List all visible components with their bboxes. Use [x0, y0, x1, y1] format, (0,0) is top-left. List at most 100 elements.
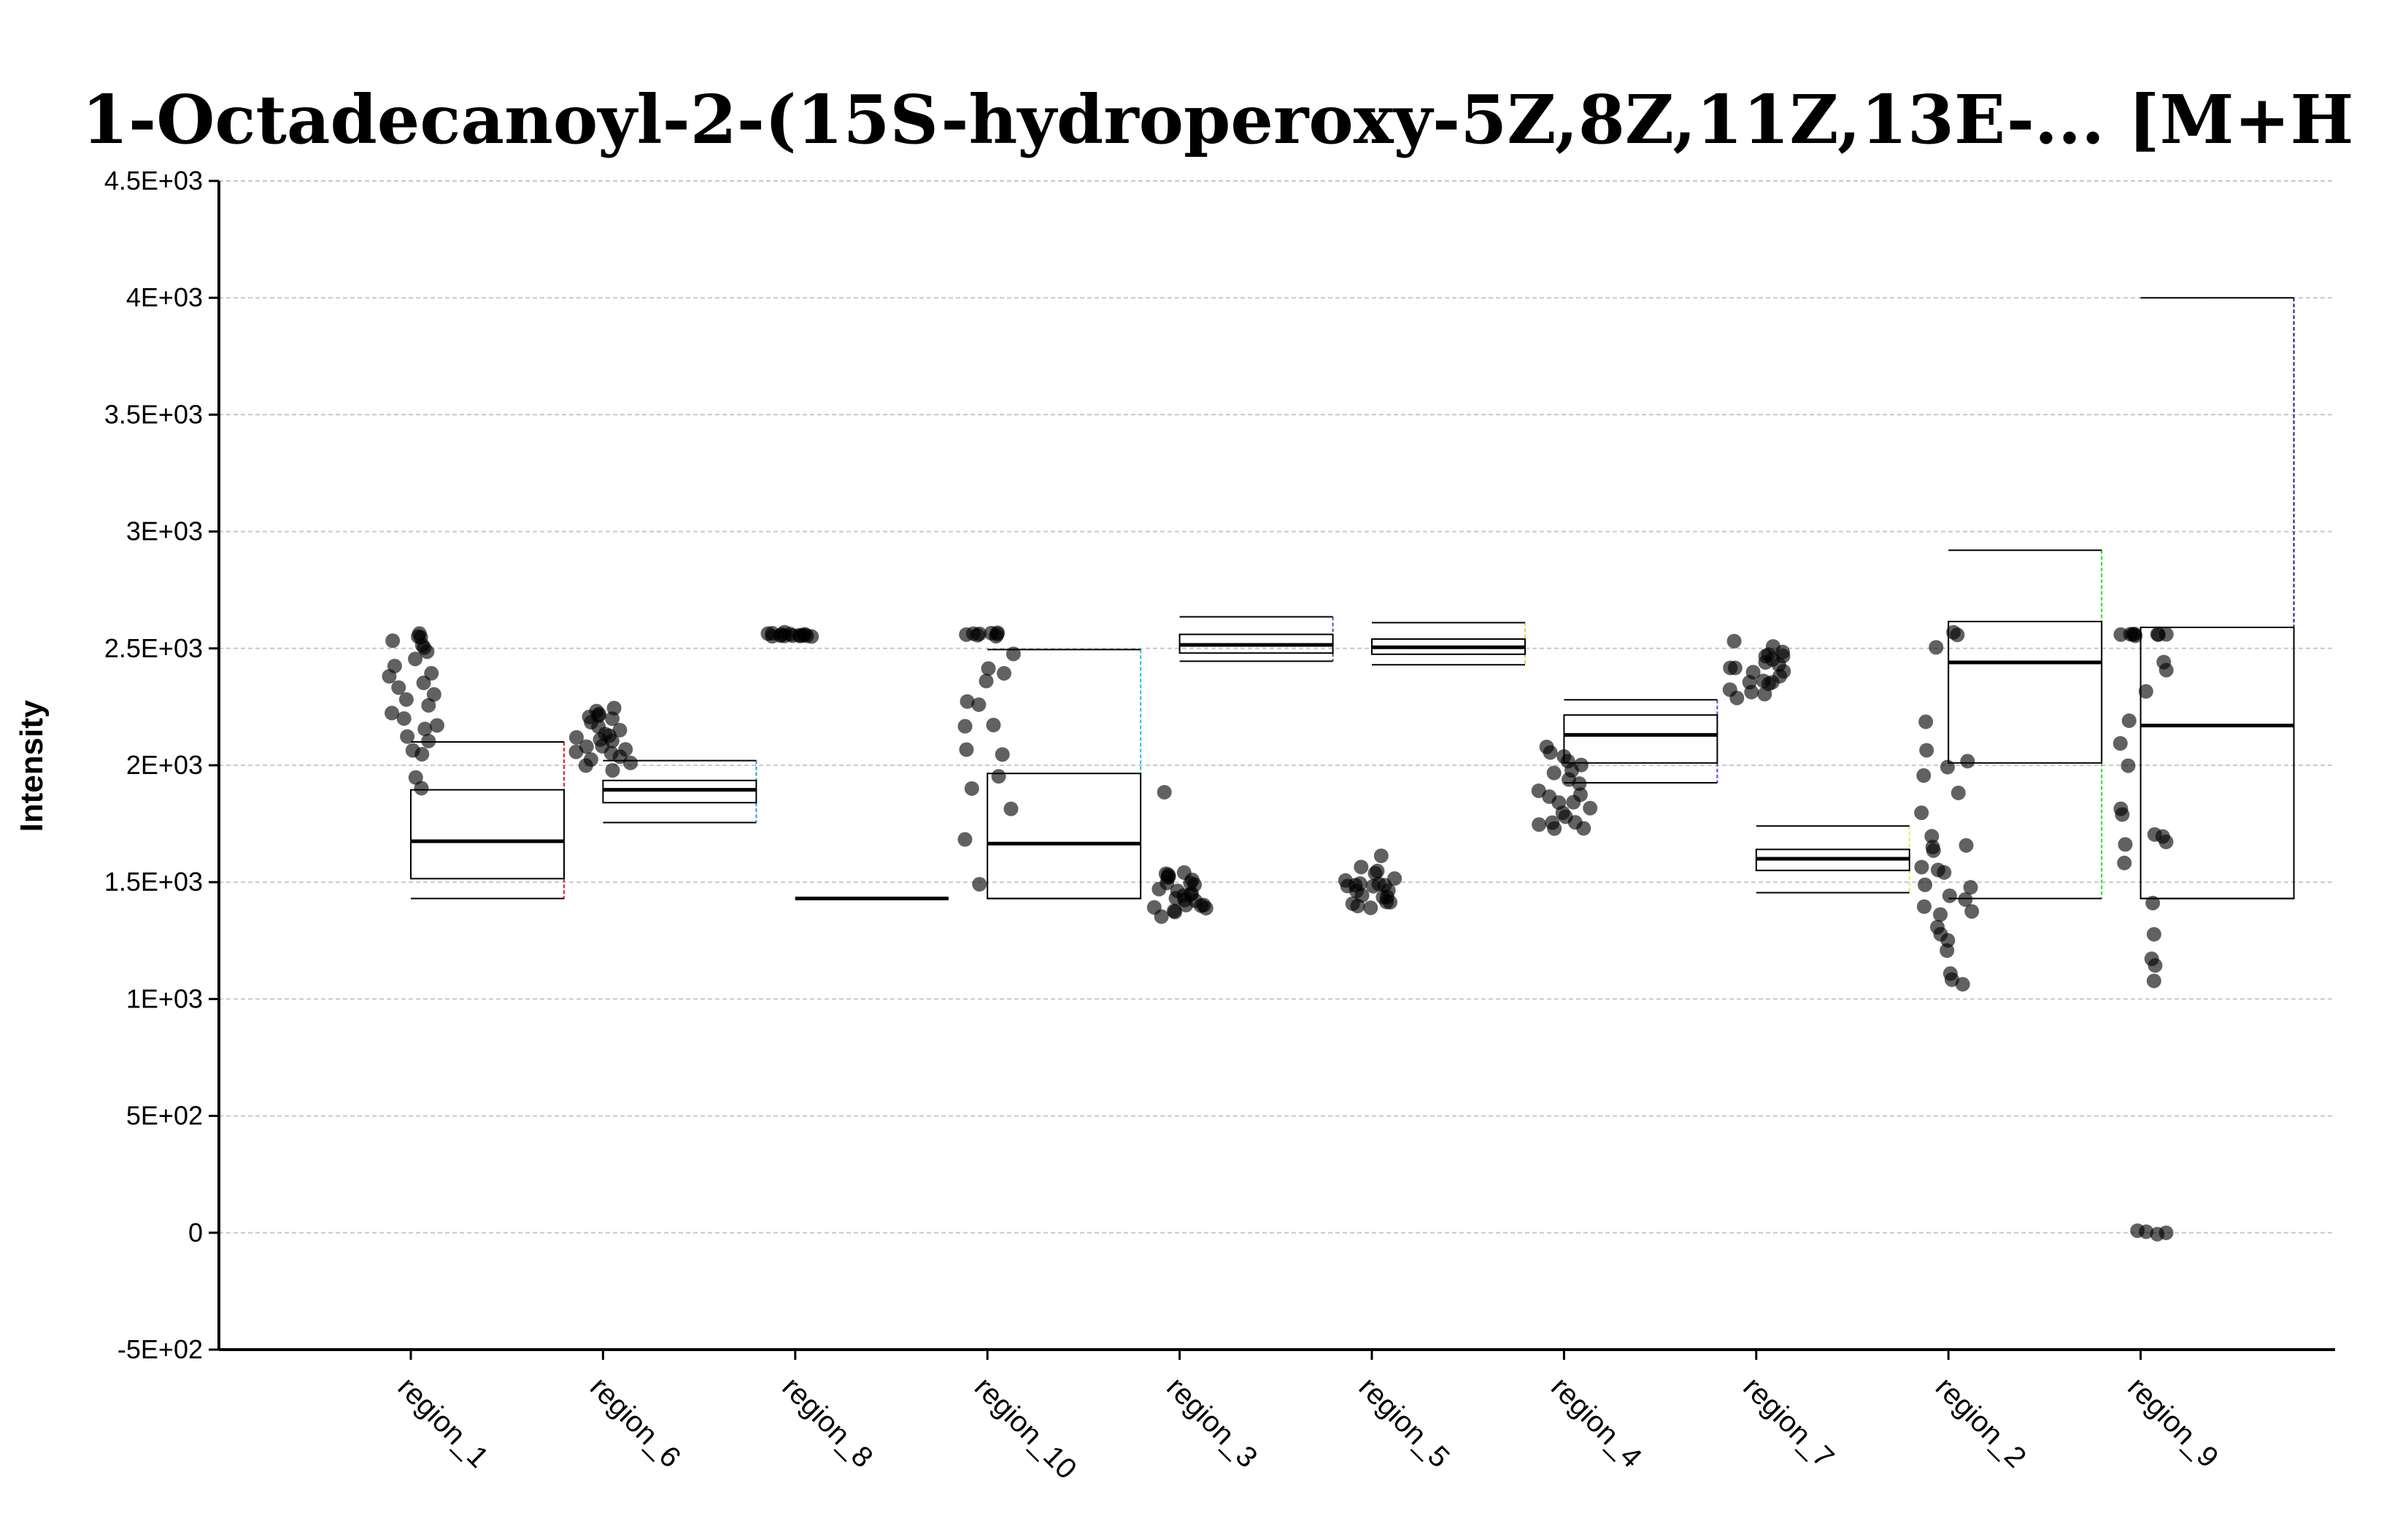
data-point	[605, 711, 620, 727]
data-point	[568, 744, 584, 759]
data-point	[960, 694, 975, 709]
data-point	[959, 627, 974, 642]
data-point	[568, 730, 584, 745]
data-point	[420, 644, 435, 659]
y-tick-label: 2E+03	[126, 750, 203, 780]
box-iqr	[410, 789, 565, 880]
data-point	[1379, 894, 1394, 910]
x-tick-label: region_4	[1545, 1371, 1648, 1474]
data-point	[396, 711, 412, 726]
data-point	[1744, 684, 1759, 700]
y-tick-label: 4E+03	[126, 282, 203, 312]
data-point	[1940, 943, 1955, 958]
data-point	[1198, 900, 1213, 916]
point-layer	[382, 624, 2174, 1242]
data-point	[1006, 646, 1021, 662]
data-point	[964, 781, 979, 796]
data-point	[414, 746, 430, 762]
data-point	[989, 627, 1005, 642]
data-point	[1942, 888, 1957, 903]
data-point	[1566, 794, 1581, 810]
y-tick-label: 5E+02	[126, 1101, 203, 1131]
data-point	[1154, 909, 1169, 924]
data-point	[979, 673, 994, 689]
data-point	[2121, 713, 2137, 728]
data-point	[605, 762, 620, 778]
data-point	[797, 627, 812, 642]
data-point	[1919, 743, 1934, 758]
data-point	[959, 742, 974, 757]
x-tick-label: region_6	[584, 1371, 687, 1474]
data-point	[1161, 867, 1176, 883]
data-point	[417, 721, 433, 737]
data-point	[774, 627, 790, 642]
box-iqr	[1563, 714, 1718, 764]
data-point	[995, 747, 1010, 762]
data-point	[1371, 876, 1386, 891]
data-point	[1547, 821, 1562, 836]
box-iqr	[2139, 626, 2295, 900]
data-point	[1583, 800, 1598, 816]
data-point	[997, 665, 1012, 681]
data-point	[1960, 754, 1975, 769]
data-point	[1937, 864, 1952, 880]
y-tick-label: 3E+03	[126, 517, 203, 546]
data-point	[1546, 765, 1562, 781]
x-tick-label: region_9	[2121, 1371, 2224, 1474]
data-point	[1726, 633, 1742, 649]
data-point	[2130, 1223, 2145, 1238]
data-point	[408, 651, 423, 667]
data-point	[760, 626, 776, 641]
data-point	[2138, 684, 2153, 699]
y-tick-label: 1.5E+03	[104, 867, 203, 897]
data-point	[2147, 958, 2163, 973]
x-tick-label: region_8	[776, 1371, 879, 1474]
data-point	[382, 669, 397, 684]
data-point	[1963, 880, 1978, 895]
data-point	[1727, 660, 1743, 676]
data-point	[986, 717, 1001, 732]
data-point	[1168, 905, 1183, 920]
y-axis-title: Intensity	[14, 700, 50, 832]
x-tick-label: region_7	[1737, 1371, 1840, 1474]
data-point	[1958, 891, 1973, 907]
data-point	[1964, 904, 1980, 919]
data-point	[1918, 714, 1934, 730]
data-point	[981, 661, 996, 676]
data-point	[1151, 881, 1167, 897]
data-point	[421, 733, 436, 748]
data-point	[957, 832, 973, 847]
data-point	[1363, 900, 1378, 916]
data-point	[957, 719, 973, 734]
gridlines	[219, 180, 2335, 1234]
data-point	[1373, 848, 1389, 864]
y-tick-label: 1E+03	[126, 983, 203, 1013]
data-point	[971, 697, 987, 712]
y-tick-label: 0	[188, 1218, 203, 1247]
data-point	[2112, 736, 2128, 751]
x-tick-label: region_5	[1353, 1371, 1456, 1474]
data-point	[2150, 1226, 2165, 1242]
data-point	[1757, 686, 1772, 702]
data-point	[623, 755, 638, 770]
box-iqr	[987, 773, 1142, 900]
data-point	[1933, 907, 1948, 922]
data-point	[1340, 878, 1355, 894]
data-point	[991, 769, 1006, 784]
data-point	[1918, 877, 1933, 892]
data-point	[1532, 817, 1547, 832]
data-point	[2127, 627, 2142, 642]
y-tick-label: -5E+02	[117, 1334, 203, 1364]
box-layer	[410, 297, 2295, 901]
data-point	[1950, 785, 1966, 800]
x-tick-label: region_2	[1929, 1371, 2032, 1474]
data-point	[2158, 662, 2174, 678]
data-point	[1926, 843, 1941, 858]
data-point	[2117, 855, 2132, 870]
x-tick-label: region_1	[392, 1371, 495, 1474]
data-point	[426, 686, 441, 702]
data-point	[414, 781, 429, 796]
y-tick-label: 4.5E+03	[104, 166, 203, 196]
data-point	[1914, 805, 1929, 821]
data-point	[1576, 821, 1591, 836]
